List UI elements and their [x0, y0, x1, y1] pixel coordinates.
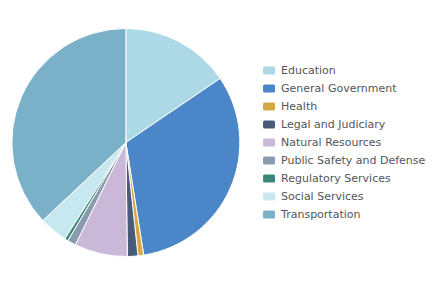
svg-text:Legal and Judiciary: Legal and Judiciary	[281, 118, 386, 131]
svg-text:Public Safety and Defense: Public Safety and Defense	[281, 154, 426, 167]
svg-text:Health: Health	[281, 100, 317, 113]
svg-text:General Government: General Government	[281, 82, 397, 95]
svg-text:Social Services: Social Services	[281, 190, 364, 203]
svg-text:Transportation: Transportation	[280, 208, 360, 221]
svg-text:Education: Education	[281, 64, 336, 77]
svg-text:Natural Resources: Natural Resources	[281, 136, 382, 149]
svg-text:Regulatory Services: Regulatory Services	[281, 172, 391, 185]
